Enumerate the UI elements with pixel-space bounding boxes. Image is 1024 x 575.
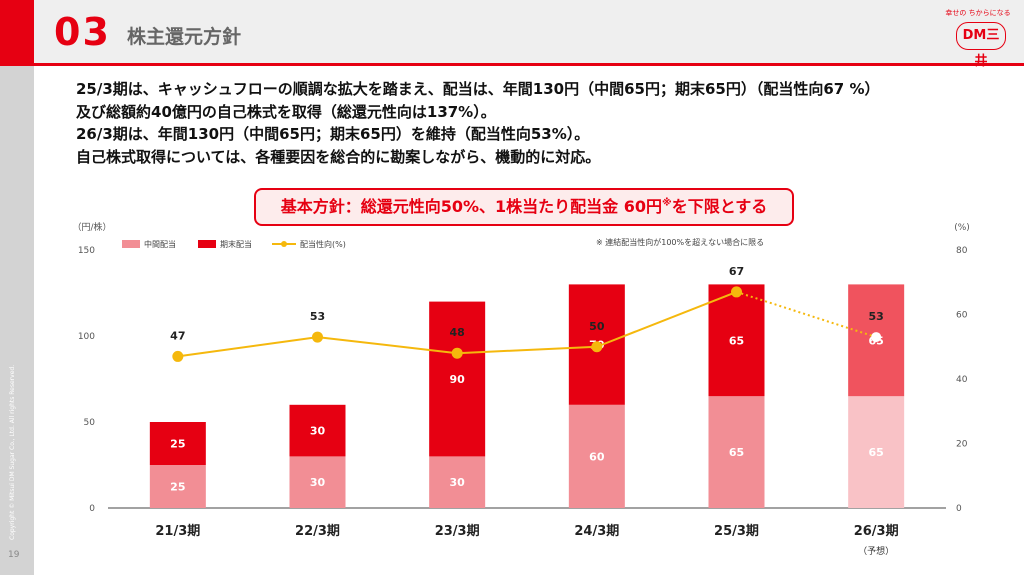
y-tick-right: 0 [956, 504, 962, 514]
bar-label-interim: 65 [869, 446, 884, 459]
policy-box: 基本方針：総還元性向50%、1株当たり配当金 60円※を下限とする [254, 188, 794, 226]
page-number: 19 [8, 550, 20, 560]
x-tick-label: 21/3期 [155, 524, 200, 539]
payout-point [172, 350, 184, 362]
bar-label-interim: 25 [170, 481, 185, 494]
company-logo: 幸せの ちからになる DM三井 [942, 8, 1014, 69]
payout-label: 47 [170, 329, 185, 342]
x-tick-label: 23/3期 [435, 524, 480, 539]
legend-swatch-interim [122, 240, 140, 248]
payout-line-segment [317, 336, 458, 355]
intro-text: 25/3期は、キャッシュフローの順調な拡大を踏まえ、配当は、年間130円（中間6… [76, 78, 1006, 168]
payout-line-segment [596, 290, 737, 348]
page-title: 株主還元方針 [127, 26, 242, 48]
bar-yearend-dividend [429, 301, 486, 457]
section-tab [0, 0, 34, 66]
y-tick-right: 60 [956, 311, 968, 321]
y-tick-left: 0 [89, 504, 95, 514]
y-tick-left: 150 [78, 246, 95, 256]
y-tick-right: 20 [956, 440, 968, 450]
payout-point [731, 286, 742, 298]
x-tick-label: 26/3期 [854, 524, 899, 539]
payout-label: 53 [310, 310, 325, 323]
payout-line-segment [177, 336, 318, 358]
payout-line-segment [457, 345, 597, 355]
bar-label-yearend: 30 [310, 425, 326, 438]
bar-yearend-dividend [289, 404, 346, 457]
bar-label-interim: 60 [589, 450, 605, 463]
bar-yearend-dividend [708, 284, 765, 397]
chart-note: ※ 連結配当性向が100%を超えない場合に限る [596, 237, 764, 247]
payout-point [591, 341, 603, 353]
payout-label: 53 [869, 310, 884, 323]
bar-label-yearend: 90 [450, 373, 466, 386]
y-axis-label-left: （円/株） [72, 221, 111, 233]
intro-line: 26/3期は、年間130円（中間65円；期末65円）を維持（配当性向53%）。 [76, 125, 590, 143]
policy-text: 基本方針：総還元性向50%、1株当たり配当金 60円 [280, 197, 662, 216]
policy-note-mark: ※ [662, 197, 672, 209]
logo-tagline: 幸せの ちからになる [945, 9, 1011, 17]
bar-interim-dividend [429, 456, 486, 508]
y-axis-label-right: (%) [954, 223, 970, 233]
payout-label: 67 [729, 265, 744, 278]
intro-line: 25/3期は、キャッシュフローの順調な拡大を踏まえ、配当は、年間130円（中間6… [76, 80, 880, 98]
y-tick-left: 50 [84, 418, 96, 428]
header-band [0, 0, 1024, 63]
bar-label-interim: 30 [310, 476, 326, 489]
x-tick-label: 24/3期 [574, 524, 619, 539]
x-tick-label: 25/3期 [714, 524, 759, 539]
intro-line: 及び総額約40億円の自己株式を取得（総還元性向は137%）。 [76, 102, 496, 121]
payout-label: 50 [589, 320, 605, 333]
payout-point [451, 347, 463, 359]
legend-label-interim: 中間配当 [144, 239, 176, 249]
bar-label-interim: 30 [450, 476, 466, 489]
legend-label-payout: 配当性向(%) [300, 239, 346, 249]
bar-label-interim: 65 [729, 446, 744, 459]
logo-text: DM三井 [956, 22, 1006, 69]
y-tick-left: 100 [78, 332, 95, 342]
payout-label: 48 [450, 326, 465, 339]
bar-label-yearend: 25 [170, 438, 185, 451]
section-number: 03 [54, 10, 111, 54]
bar-label-yearend: 65 [729, 334, 744, 347]
intro-line: 自己株式取得については、各種要因を総合的に勘案しながら、機動的に対応。 [76, 147, 601, 166]
y-tick-right: 80 [956, 246, 968, 256]
bar-interim-dividend [289, 456, 346, 508]
side-strip [0, 66, 34, 575]
x-tick-sublabel: （予想） [858, 545, 894, 557]
payout-point [312, 331, 323, 343]
bar-interim-dividend [708, 396, 765, 508]
bar-interim-dividend [149, 465, 206, 508]
bar-interim-dividend [848, 396, 905, 508]
bar-yearend-dividend [149, 422, 206, 465]
legend-marker-payout [281, 241, 287, 247]
x-tick-label: 22/3期 [295, 524, 340, 539]
y-tick-right: 40 [956, 375, 968, 385]
bar-interim-dividend [568, 404, 625, 508]
legend-label-yearend: 期末配当 [220, 239, 252, 249]
header-divider [0, 63, 1024, 66]
legend-swatch-yearend [198, 240, 216, 248]
payout-point [871, 332, 882, 343]
policy-suffix: を下限とする [671, 197, 768, 216]
